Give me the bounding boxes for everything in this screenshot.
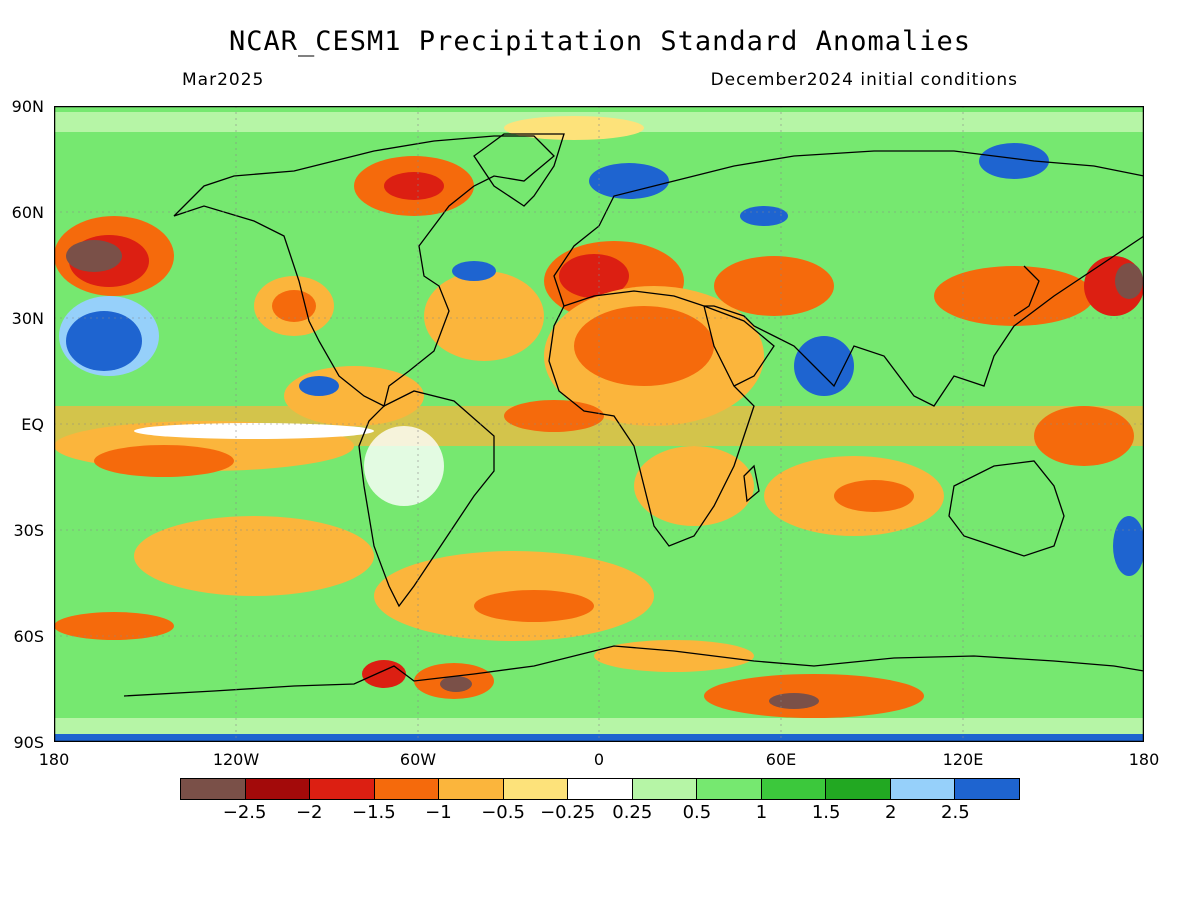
- anomaly-map: [53, 105, 1145, 743]
- lon-label-60w: 60W: [399, 750, 437, 769]
- legend-swatch-11: [890, 779, 956, 799]
- lat-label-60n: 60N: [11, 203, 44, 222]
- legend-swatch-5: [503, 779, 569, 799]
- legend-swatch-7: [632, 779, 698, 799]
- legend-label-10: 2: [885, 802, 897, 823]
- legend-swatch-12: [955, 779, 1019, 799]
- legend-label-5: −0.25: [540, 802, 596, 823]
- init-conditions-label: December2024 initial conditions: [710, 70, 1018, 90]
- legend-label-7: 0.5: [682, 802, 712, 823]
- legend-swatch-10: [826, 779, 891, 799]
- legend-swatch-4: [439, 779, 504, 799]
- legend-label-6: 0.25: [612, 802, 653, 823]
- lat-label-eq: EQ: [21, 415, 44, 434]
- legend-label-8: 1: [755, 802, 768, 823]
- legend-label-1: −2: [295, 802, 323, 823]
- lat-label-90n: 90N: [11, 97, 44, 116]
- anomaly-fields: [54, 112, 1145, 742]
- lat-label-90s: 90S: [13, 733, 44, 752]
- legend-swatch-0: [181, 779, 246, 799]
- valid-month-label: Mar2025: [182, 70, 265, 90]
- legend-swatch-9: [761, 779, 827, 799]
- lon-label-120w: 120W: [212, 750, 260, 769]
- legend-label-4: −0.5: [481, 802, 525, 823]
- lon-label-120e: 120E: [942, 750, 984, 769]
- map-frame: [53, 105, 1145, 743]
- lat-label-60s: 60S: [13, 627, 44, 646]
- color-legend: [180, 778, 1020, 800]
- legend-label-9: 1.5: [811, 802, 841, 823]
- legend-label-0: −2.5: [222, 802, 267, 823]
- graticule: [54, 106, 1144, 742]
- lon-label-180e: 180: [1128, 750, 1160, 769]
- legend-swatch-2: [310, 779, 375, 799]
- lon-label-0: 0: [593, 750, 605, 769]
- lat-label-30n: 30N: [11, 309, 44, 328]
- lon-label-180w: 180: [38, 750, 70, 769]
- legend-swatch-8: [697, 779, 762, 799]
- legend-swatch-6: [568, 779, 633, 799]
- coastlines: [123, 133, 1145, 697]
- legend-swatch-3: [374, 779, 440, 799]
- legend-label-11: 2.5: [941, 802, 970, 823]
- lat-label-30s: 30S: [13, 521, 44, 540]
- anomaly-map-svg: [53, 105, 1145, 743]
- legend-swatch-1: [245, 779, 311, 799]
- legend-label-2: −1.5: [351, 802, 396, 823]
- lon-label-60e: 60E: [765, 750, 797, 769]
- chart-title: NCAR_CESM1 Precipitation Standard Anomal…: [229, 26, 971, 57]
- legend-label-3: −1: [425, 802, 452, 823]
